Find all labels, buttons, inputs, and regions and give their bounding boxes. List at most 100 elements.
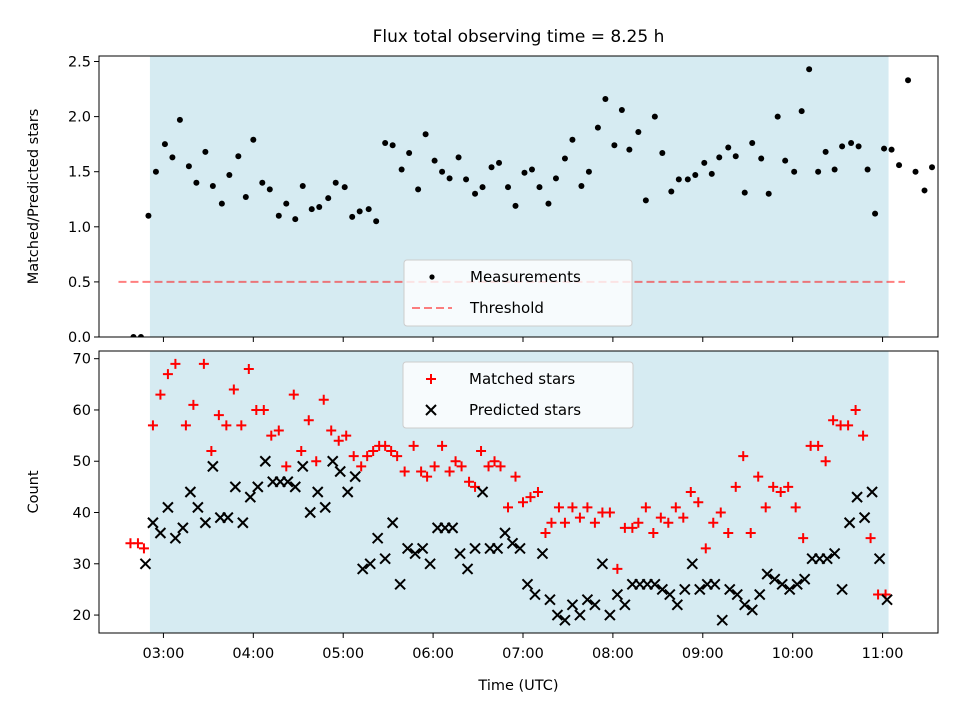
data-point (495, 461, 506, 472)
data-point (199, 517, 212, 529)
data-point (559, 614, 571, 626)
data-point (152, 168, 159, 175)
data-point (731, 588, 743, 601)
plot-area (118, 66, 938, 337)
data-point (296, 445, 307, 456)
data-point (732, 153, 739, 160)
y-tick-label: 1.5 (68, 165, 91, 181)
data-point (289, 481, 301, 493)
legend: Matched stars Predicted stars (402, 361, 634, 429)
data-point (308, 206, 315, 213)
data-point (671, 599, 684, 611)
data-point (602, 95, 609, 102)
data-point (553, 502, 564, 513)
data-point (545, 200, 552, 207)
data-point (180, 420, 191, 431)
data-point (585, 168, 592, 175)
data-point (865, 533, 876, 544)
data-point (161, 141, 168, 148)
data-point (316, 203, 323, 210)
data-point (469, 542, 481, 555)
data-point (686, 558, 699, 570)
data-point (202, 148, 209, 155)
data-point (364, 558, 376, 570)
data-point (739, 599, 751, 611)
data-point (839, 143, 846, 150)
data-point (496, 159, 503, 166)
data-point (446, 522, 459, 534)
data-point (333, 435, 344, 446)
data-point (783, 481, 794, 492)
data-point (177, 522, 189, 534)
bottom-panel: 20 30 40 50 60 70 03:00 04:00 05:00 06:00 07:00 08:… (26, 350, 939, 694)
data-point (455, 154, 462, 161)
data-point (567, 502, 578, 513)
data-point (207, 460, 219, 473)
data-point (311, 456, 322, 467)
x-tick-label: 07:00 (502, 646, 544, 662)
data-point (304, 506, 316, 519)
data-point (921, 187, 928, 194)
data-point (250, 136, 257, 143)
x-tick-label: 06:00 (412, 646, 454, 662)
data-point (651, 113, 658, 120)
data-point (282, 476, 294, 488)
data-point (574, 512, 585, 523)
data-point (745, 528, 756, 539)
data-point (544, 593, 556, 606)
data-point (790, 502, 801, 513)
data-point (281, 461, 292, 472)
data-point (656, 583, 669, 596)
data-point (437, 440, 448, 451)
data-point (222, 511, 234, 524)
data-point (512, 202, 519, 209)
data-point (528, 166, 535, 173)
data-point (221, 420, 232, 431)
legend-box (402, 361, 634, 429)
data-point (850, 404, 861, 415)
data-point (776, 578, 788, 590)
data-point (536, 547, 549, 560)
data-point (243, 363, 254, 374)
top-panel: 0.0 0.5 1.0 1.5 2.0 2.5 Matched/Predicted star… (26, 27, 939, 346)
data-point (640, 502, 651, 513)
data-point (510, 471, 521, 482)
data-point (709, 578, 721, 590)
x-axis-label: Time (UTC) (477, 678, 558, 694)
x-tick-label: 11:00 (862, 646, 904, 662)
data-point (708, 517, 719, 528)
data-point (749, 140, 756, 147)
data-point (409, 547, 421, 560)
data-point (386, 517, 399, 529)
data-point (774, 113, 781, 120)
data-point (753, 471, 764, 482)
data-point (569, 136, 576, 143)
data-point (828, 415, 839, 426)
data-point (765, 190, 772, 197)
data-point (758, 155, 765, 162)
data-point (813, 440, 824, 451)
x-tick-label: 05:00 (322, 646, 364, 662)
data-point (626, 146, 633, 153)
data-point (815, 168, 822, 175)
data-point (483, 461, 494, 472)
data-point (228, 384, 239, 395)
x-tick-label: 08:00 (592, 646, 634, 662)
data-point (155, 389, 166, 400)
data-point (791, 168, 798, 175)
data-point (692, 172, 699, 179)
data-point (356, 563, 369, 575)
data-point (855, 143, 862, 150)
data-point (937, 198, 938, 199)
data-point (806, 66, 813, 73)
data-point (371, 532, 384, 544)
data-point (701, 159, 708, 166)
data-point (184, 486, 197, 498)
data-point (237, 517, 249, 529)
y-tick-label: 2.0 (68, 110, 91, 126)
data-point (137, 334, 144, 337)
data-point (341, 430, 352, 441)
data-point (461, 563, 474, 575)
data-point (162, 369, 173, 380)
y-tick-label: 0.0 (68, 330, 91, 346)
